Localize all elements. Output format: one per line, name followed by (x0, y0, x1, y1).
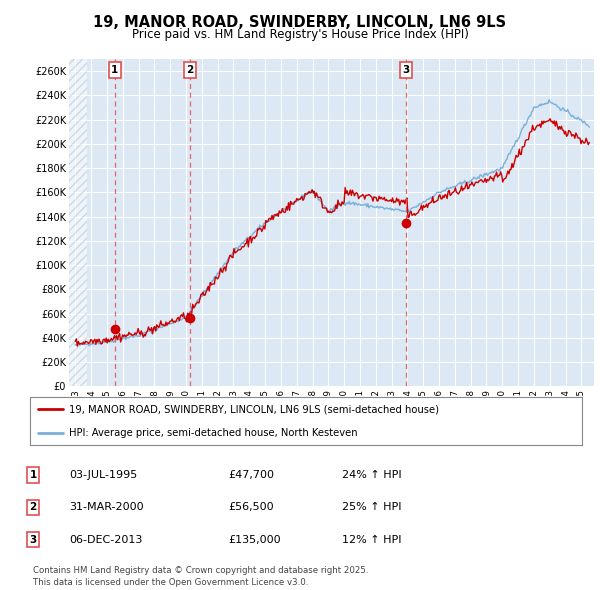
Text: 3: 3 (29, 535, 37, 545)
Text: Price paid vs. HM Land Registry's House Price Index (HPI): Price paid vs. HM Land Registry's House … (131, 28, 469, 41)
Bar (69, 59, 87, 386)
Text: £135,000: £135,000 (228, 535, 281, 545)
Text: Contains HM Land Registry data © Crown copyright and database right 2025.
This d: Contains HM Land Registry data © Crown c… (33, 566, 368, 587)
Text: 2: 2 (187, 65, 194, 75)
Text: HPI: Average price, semi-detached house, North Kesteven: HPI: Average price, semi-detached house,… (68, 428, 357, 438)
Text: 19, MANOR ROAD, SWINDERBY, LINCOLN, LN6 9LS (semi-detached house): 19, MANOR ROAD, SWINDERBY, LINCOLN, LN6 … (68, 404, 439, 414)
Text: 12% ↑ HPI: 12% ↑ HPI (342, 535, 401, 545)
Text: 1: 1 (111, 65, 118, 75)
Text: 31-MAR-2000: 31-MAR-2000 (69, 503, 143, 512)
Text: £47,700: £47,700 (228, 470, 274, 480)
Text: 25% ↑ HPI: 25% ↑ HPI (342, 503, 401, 512)
Text: 24% ↑ HPI: 24% ↑ HPI (342, 470, 401, 480)
Text: 3: 3 (403, 65, 410, 75)
Text: 03-JUL-1995: 03-JUL-1995 (69, 470, 137, 480)
Text: 1: 1 (29, 470, 37, 480)
Text: £56,500: £56,500 (228, 503, 274, 512)
Text: 06-DEC-2013: 06-DEC-2013 (69, 535, 142, 545)
Text: 2: 2 (29, 503, 37, 512)
Text: 19, MANOR ROAD, SWINDERBY, LINCOLN, LN6 9LS: 19, MANOR ROAD, SWINDERBY, LINCOLN, LN6 … (94, 15, 506, 30)
